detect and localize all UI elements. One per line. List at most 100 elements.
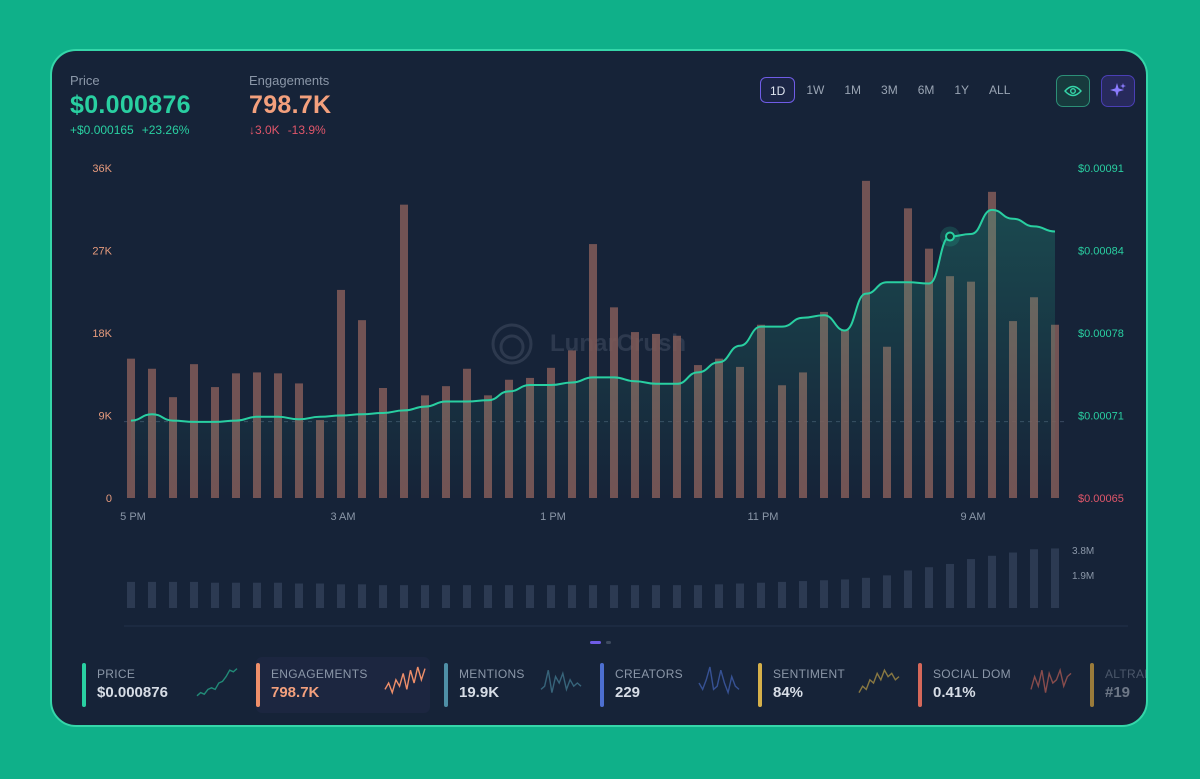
range-button-3m[interactable]: 3M [881,83,898,97]
metric-sparkline [698,666,740,696]
engagement-bar [337,289,345,498]
volume-bar [568,585,576,608]
engagement-label: Engagements [249,73,330,88]
engagement-stat: Engagements 798.7K ↓3.0K -13.9% [249,73,334,137]
metric-label: ENGAGEMENTS [271,667,368,681]
range-button-1y[interactable]: 1Y [954,83,970,97]
price-area [131,209,1055,498]
metric-creators[interactable]: CREATORS 229 [600,657,744,713]
volume-bar [169,581,177,608]
range-button-1w[interactable]: 1W [806,83,825,97]
x-axis-tick-label: 3 AM [330,511,355,523]
engagement-bar [400,204,408,498]
metric-label: SENTIMENT [773,667,846,681]
volume-bar [820,580,828,608]
metric-value: 229 [615,684,641,701]
volume-bar [127,581,135,608]
volume-bar [211,582,219,608]
metric-color-bar [1090,663,1094,707]
price-change: +$0.000165 +23.26% [70,123,197,137]
volume-bar [841,579,849,608]
volume-bar [778,581,786,608]
metric-mentions[interactable]: MENTIONS 19.9K [444,657,586,713]
metric-social-dom[interactable]: SOCIAL DOM 0.41% [918,657,1076,713]
volume-bar [1009,552,1017,608]
volume-bar [736,583,744,608]
range-button-1d[interactable]: 1D [760,77,796,103]
metric-sparkline [384,666,426,695]
price-change-pct: +23.26% [141,123,190,137]
left-axis-tick-label: 9K [99,411,113,423]
price-marker [945,231,955,242]
metric-color-bar [600,663,604,707]
engagement-value: 798.7K [249,91,332,119]
metric-altrank[interactable]: ALTRANK #19 [1090,657,1146,713]
metric-sparkline [540,670,582,693]
volume-bar [1051,548,1059,608]
metric-price[interactable]: PRICE $0.000876 [82,657,242,713]
metric-value: 19.9K [459,684,500,701]
metric-color-bar [82,663,86,707]
price-value: $0.000876 [70,91,191,119]
left-axis-tick-label: 18K [92,328,112,340]
range-button-all[interactable]: ALL [989,83,1011,97]
visibility-toggle-button[interactable] [1056,75,1090,107]
volume-bar [526,585,534,608]
right-axis-tick-label: $0.00078 [1078,328,1124,340]
price-change-abs: +$0.000165 [70,123,134,137]
price-engagement-chart: 36K 27K 18K 9K 0 $0.00091 $0.00084 $0.00078 $0.0… [92,163,1128,627]
pager-dot-active[interactable] [590,641,601,644]
volume-bar [946,563,954,608]
volume-bar [631,585,639,608]
range-button-6m[interactable]: 6M [917,83,935,97]
price-stat: Price $0.000876 +$0.000165 +23.26% [70,73,197,137]
volume-bar [421,585,429,608]
metric-color-bar [444,663,448,707]
engagement-bar [358,320,366,498]
volume-bar [484,585,492,608]
volume-bar [904,570,912,608]
volume-bar [232,582,240,608]
engagement-change-abs: ↓3.0K [249,123,280,137]
right-axis-tick-label: $0.00071 [1078,411,1124,423]
right-axis-tick-label: $0.00084 [1078,246,1124,258]
sparkline-path [384,666,426,695]
volume-bar [547,585,555,608]
metric-color-bar [758,663,762,707]
volume-bar [862,577,870,608]
volume-bar [379,585,387,608]
volume-bar [358,584,366,608]
x-axis-tick-label: 9 AM [960,511,985,523]
volume-bar [673,585,681,608]
volume-bar [337,584,345,608]
volume-bar [652,585,660,608]
volume-bar [883,575,891,608]
sparkline-path [698,666,740,696]
pager-dots [590,641,616,644]
volume-bar [925,567,933,608]
volume-bar [442,585,450,608]
pager-dot[interactable] [606,641,611,644]
right-axis-tick-label: $0.00065 [1078,493,1124,505]
volume-bar [967,559,975,608]
volume-bar [190,581,198,608]
sparkline-path [196,668,238,697]
metric-color-bar [256,663,260,707]
volume-bar [463,585,471,608]
price-line [130,208,1056,423]
right-axis-tick-label: $0.00091 [1078,163,1124,175]
left-axis-tick-label: 0 [106,493,112,505]
x-axis-tick-label: 5 PM [120,511,146,523]
left-axis-tick-label: 27K [92,246,112,258]
ai-insights-button[interactable] [1101,75,1135,107]
metric-sparkline [196,668,238,697]
metric-label: CREATORS [615,667,683,681]
x-axis-tick-label: 1 PM [540,511,566,523]
metric-color-bar [918,663,922,707]
volume-bar [610,585,618,608]
range-button-1m[interactable]: 1M [844,83,862,97]
metric-label: PRICE [97,667,136,681]
metric-engagements[interactable]: ENGAGEMENTS 798.7K [256,657,430,713]
volume-axis-tick-label: 3.8M [1072,546,1094,557]
metric-sentiment[interactable]: SENTIMENT 84% [758,657,904,713]
